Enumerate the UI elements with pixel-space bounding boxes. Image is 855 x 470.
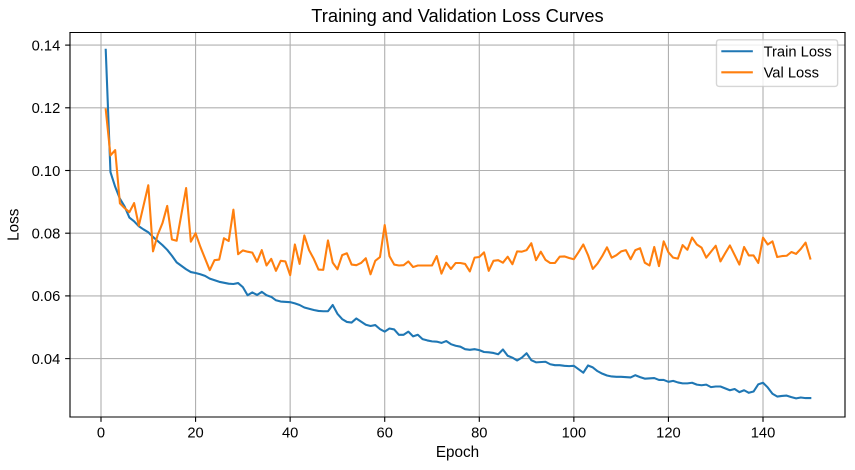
- svg-text:80: 80: [471, 425, 487, 441]
- svg-text:Val Loss: Val Loss: [764, 66, 819, 82]
- svg-text:0.06: 0.06: [32, 289, 61, 305]
- svg-text:0.08: 0.08: [32, 227, 61, 243]
- svg-text:120: 120: [656, 425, 681, 441]
- svg-text:0.10: 0.10: [32, 164, 61, 180]
- svg-text:Loss: Loss: [6, 208, 23, 241]
- svg-text:Epoch: Epoch: [436, 444, 479, 461]
- svg-text:40: 40: [282, 425, 298, 441]
- svg-text:60: 60: [377, 425, 393, 441]
- svg-text:Train Loss: Train Loss: [764, 44, 832, 60]
- svg-text:0.14: 0.14: [32, 38, 61, 54]
- svg-text:140: 140: [751, 425, 776, 441]
- svg-text:0.04: 0.04: [32, 352, 61, 368]
- svg-text:100: 100: [562, 425, 587, 441]
- svg-text:20: 20: [187, 425, 203, 441]
- svg-text:0.12: 0.12: [32, 101, 61, 117]
- svg-text:Training and Validation Loss C: Training and Validation Loss Curves: [311, 5, 603, 26]
- svg-text:0: 0: [97, 425, 105, 441]
